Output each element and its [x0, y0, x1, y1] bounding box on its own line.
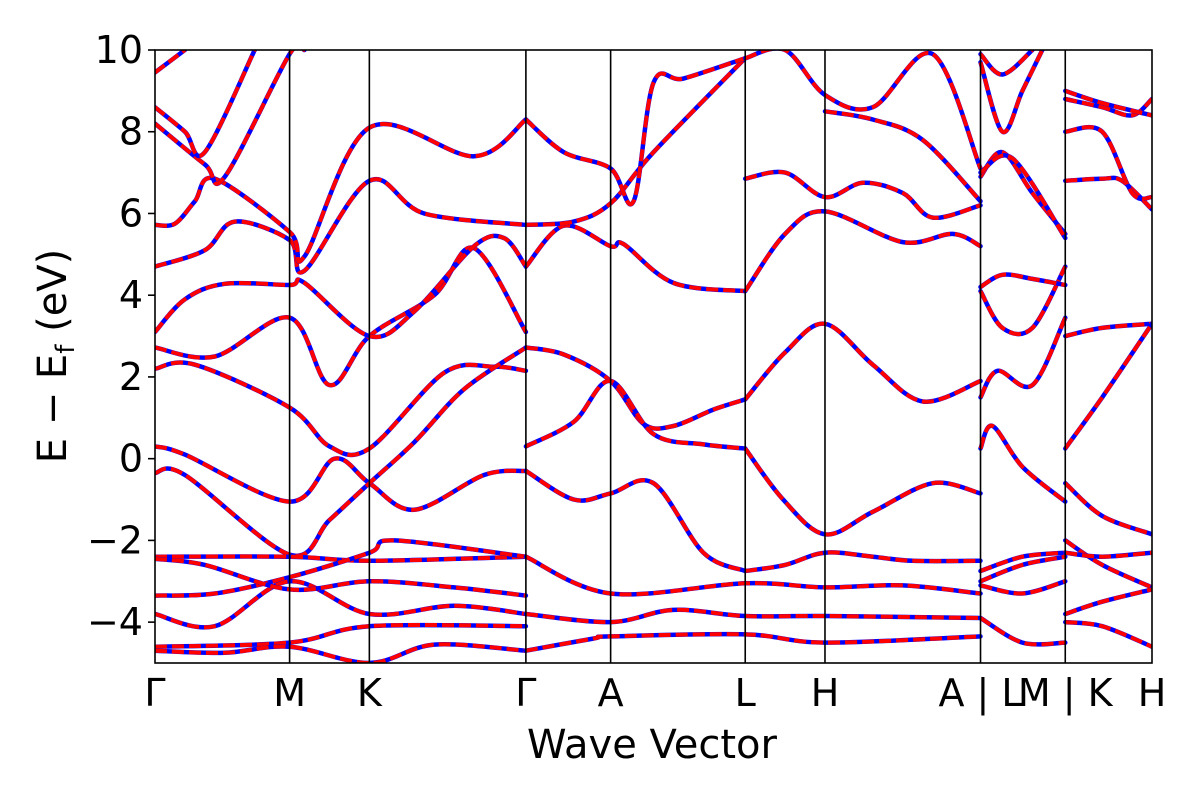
x-tick-label-3: Γ — [515, 671, 536, 715]
x-tick-label-2: K — [357, 671, 383, 715]
band-19-red — [524, 223, 746, 294]
y-tick-label-7: 10 — [95, 28, 143, 72]
band-34-red — [978, 265, 1068, 337]
band-13-red — [155, 623, 526, 649]
x-tick-label-6: H — [811, 671, 840, 715]
x-axis-label: Wave Vector — [527, 722, 778, 768]
band-28-blue — [742, 209, 983, 294]
band-1-red — [155, 233, 528, 339]
band-27-red — [744, 550, 981, 573]
y-ticks: −4 −2 0 2 4 6 8 10 — [87, 28, 155, 644]
band-18-red — [524, 469, 746, 573]
band-11-red — [155, 538, 527, 598]
band-3-red — [155, 117, 528, 264]
y-axis-label: E − Ef (eV) — [30, 249, 81, 464]
y-tick-label-2: 0 — [119, 437, 143, 481]
band-23-red — [525, 607, 981, 625]
band-52-red — [1065, 125, 1152, 201]
band-16-red — [525, 345, 746, 431]
y-axis-label-unit: (eV) — [30, 249, 76, 345]
band-47-blue — [1063, 538, 1152, 590]
band-48-red — [1065, 550, 1152, 559]
band-38-red — [978, 50, 1045, 134]
band-10-red — [155, 554, 526, 563]
x-ticks: Γ M K Γ A L H A | LM | K H — [144, 671, 1166, 716]
band-21-red — [524, 56, 746, 207]
band-52-blue — [1063, 124, 1152, 202]
band-29-red — [744, 169, 982, 220]
band-54-red — [1064, 88, 1152, 118]
band-20-red — [525, 56, 747, 227]
band-32-red — [978, 316, 1068, 399]
band-6-red — [155, 50, 187, 75]
band-21-blue — [523, 55, 748, 207]
band-29-blue — [742, 169, 983, 220]
band-45-red — [1063, 322, 1152, 450]
band-45-blue — [1063, 321, 1152, 451]
band-14-red — [155, 556, 527, 598]
y-axis-label-main: E − E — [30, 354, 76, 464]
band-36-blue — [978, 149, 1068, 237]
y-tick-label-3: 2 — [119, 355, 143, 399]
band-12-red — [155, 579, 527, 630]
band-40-red — [979, 550, 1066, 573]
x-tick-label-0: Γ — [144, 671, 165, 715]
x-tick-label-4: A — [598, 671, 624, 715]
band-8-red — [155, 444, 527, 512]
band-39-red — [979, 50, 1034, 77]
band-35-red — [979, 272, 1066, 289]
plot-frame — [154, 49, 1153, 664]
bands-group — [155, 50, 1152, 663]
band-7-red — [155, 360, 527, 457]
band-2-blue — [155, 176, 529, 275]
band-15-red — [155, 642, 527, 663]
y-tick-label-6: 8 — [119, 110, 143, 154]
band-8-blue — [155, 444, 529, 513]
band-26-blue — [742, 446, 983, 537]
x-tick-label-7: A | L — [938, 671, 1022, 716]
band-46-red — [1063, 481, 1152, 537]
band-19-blue — [523, 223, 748, 294]
band-41-red — [979, 554, 1066, 584]
band-37-red — [979, 153, 1067, 240]
band-30-blue — [742, 50, 983, 171]
band-53-red — [1064, 97, 1152, 118]
band-50-red — [1065, 620, 1152, 649]
band-49-red — [1064, 587, 1152, 616]
band-44-red — [1064, 321, 1152, 339]
band-43-blue — [978, 615, 1068, 647]
band-5-blue — [155, 50, 257, 159]
band-5-red — [155, 50, 257, 158]
band-47-red — [1064, 538, 1152, 590]
y-tick-label-4: 4 — [119, 273, 143, 317]
band-33-blue — [978, 423, 1068, 504]
kpoint-lines — [288, 50, 1067, 663]
band-51-red — [1065, 175, 1152, 211]
band-18-blue — [523, 468, 748, 574]
band-42-red — [980, 579, 1066, 596]
x-tick-label-8: M | K — [1018, 671, 1114, 716]
band-25-red — [743, 321, 982, 404]
band-43-red — [979, 616, 1066, 647]
band-24-red — [525, 632, 981, 653]
band-33-red — [978, 423, 1067, 504]
band-28-red — [743, 209, 982, 293]
band-22-blue — [523, 554, 983, 597]
x-tick-label-1: M — [273, 671, 306, 715]
band-25-blue — [742, 321, 983, 404]
y-tick-label-1: −2 — [87, 518, 143, 562]
band-46-blue — [1063, 480, 1152, 537]
band-2-red — [155, 177, 527, 275]
band-31-red — [824, 109, 982, 203]
band-4-red — [155, 50, 307, 186]
band-17-red — [524, 379, 746, 451]
band-9-red — [155, 345, 528, 558]
y-tick-label-5: 6 — [119, 191, 143, 235]
y-tick-label-0: −4 — [87, 600, 143, 644]
y-axis-label-sub: f — [51, 344, 81, 354]
x-tick-label-9: H — [1138, 671, 1167, 715]
band-26-red — [743, 447, 982, 537]
x-tick-label-5: L — [735, 671, 756, 715]
